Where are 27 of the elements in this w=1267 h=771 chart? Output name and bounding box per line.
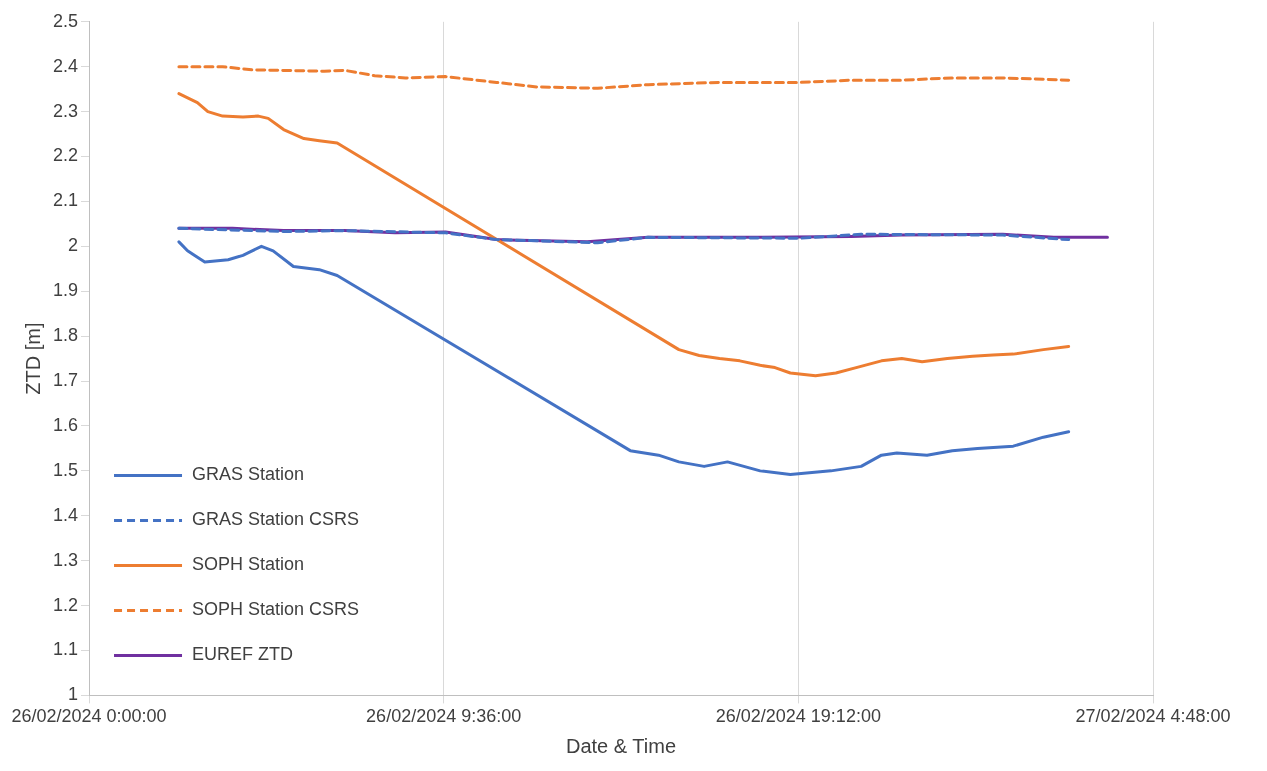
x-tick-label: 26/02/2024 0:00:00 bbox=[11, 706, 167, 727]
x-tick-label: 26/02/2024 9:36:00 bbox=[366, 706, 522, 727]
y-tick-label: 2 bbox=[68, 235, 79, 256]
y-tick-label: 1.2 bbox=[52, 594, 79, 615]
x-tick-label: 27/02/2024 4:48:00 bbox=[1075, 706, 1231, 727]
y-tick-label: 1.1 bbox=[52, 639, 79, 660]
y-tick-label: 1.5 bbox=[52, 459, 79, 480]
y-tick-label: 2.2 bbox=[52, 145, 79, 166]
x-axis-title: Date & Time bbox=[565, 734, 677, 757]
y-tick-label: 2.1 bbox=[52, 190, 79, 211]
legend-label: EUREF ZTD bbox=[192, 644, 294, 665]
legend-label: GRAS Station bbox=[192, 464, 305, 485]
y-tick-label: 1.7 bbox=[52, 370, 79, 391]
y-tick-label: 1.3 bbox=[52, 549, 79, 570]
y-tick-label: 2.3 bbox=[52, 100, 79, 121]
y-tick-label: 1.8 bbox=[52, 325, 79, 346]
legend-label: SOPH Station CSRS bbox=[192, 599, 360, 620]
y-tick-label: 1.4 bbox=[52, 504, 79, 525]
legend-label: SOPH Station bbox=[192, 554, 305, 575]
y-tick-label: 1 bbox=[68, 684, 79, 705]
x-tick-label: 26/02/2024 19:12:00 bbox=[715, 706, 881, 727]
y-tick-label: 1.9 bbox=[52, 280, 79, 301]
y-tick-label: 2.5 bbox=[52, 10, 79, 31]
legend-label: GRAS Station CSRS bbox=[192, 509, 360, 530]
y-tick-label: 2.4 bbox=[52, 55, 79, 76]
y-tick-label: 1.6 bbox=[52, 414, 79, 435]
y-axis-title: ZTD [m] bbox=[21, 322, 44, 395]
